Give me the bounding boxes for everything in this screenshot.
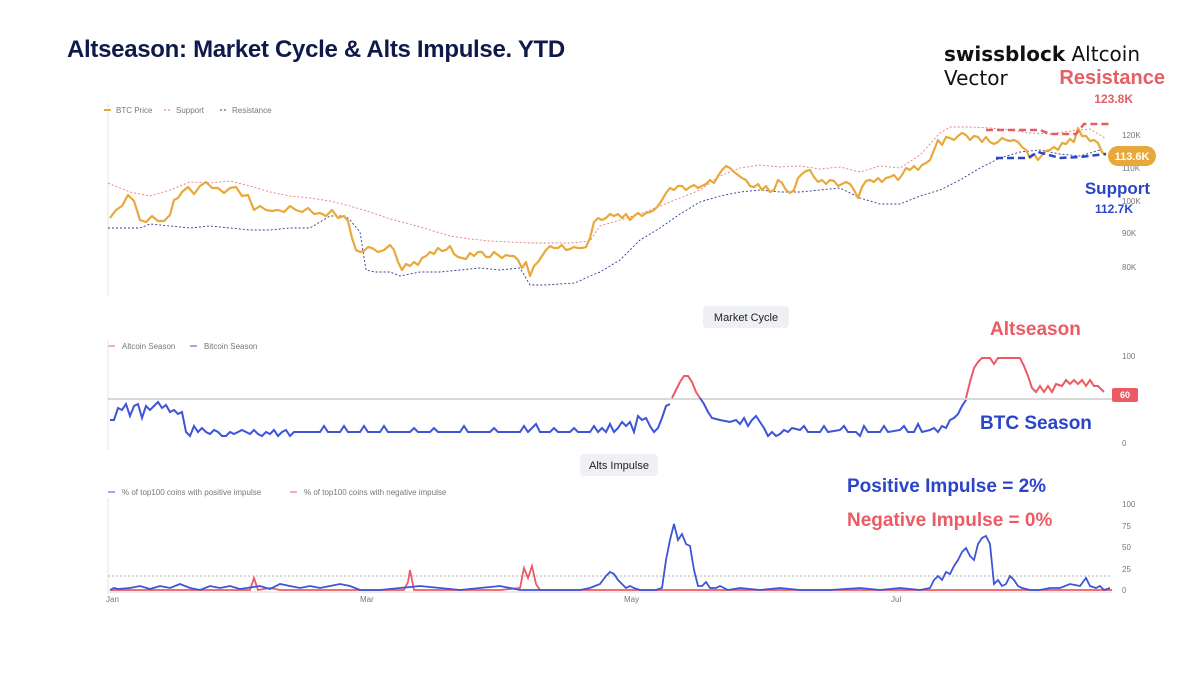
tick-0: 0	[1122, 439, 1127, 448]
tick-120k: 120K	[1122, 131, 1141, 140]
impulse-y-ticks: 100 75 50 25 0	[1122, 500, 1136, 595]
resistance-annotation: Resistance	[1059, 67, 1165, 89]
tick-100k: 100K	[1122, 197, 1141, 206]
bitcoin-season-line-2	[699, 397, 967, 438]
impulse-legend: % of top100 coins with positive impulse …	[108, 488, 447, 497]
legend-resistance: Resistance	[232, 106, 272, 115]
tick-80k: 80K	[1122, 263, 1137, 272]
cycle-current-value: 60	[1120, 390, 1130, 400]
tick-jan: Jan	[106, 595, 119, 604]
tick-may: May	[624, 595, 639, 604]
tick-90k: 90K	[1122, 229, 1137, 238]
tick-0-impulse: 0	[1122, 586, 1127, 595]
support-marker-line	[996, 150, 1107, 160]
cycle-legend: Altcoin Season Bitcoin Season	[108, 342, 257, 351]
altcoin-season-line-1	[671, 375, 701, 399]
resistance-marker-line	[986, 122, 1112, 136]
btc-price-line	[109, 126, 1107, 278]
altseason-annotation: Altseason	[990, 319, 1081, 340]
altcoin-season-line-2	[965, 357, 1105, 399]
price-legend: BTC Price Support Resistance	[104, 106, 272, 115]
brand-name: swissblock	[944, 42, 1066, 66]
legend-negative-impulse: % of top100 coins with negative impulse	[304, 488, 447, 497]
cycle-current-badge	[1112, 388, 1138, 402]
negative-impulse-annotation: Negative Impulse = 0%	[847, 510, 1052, 531]
btc-season-annotation: BTC Season	[980, 413, 1092, 434]
market-cycle-chip	[703, 306, 789, 328]
market-cycle-label: Market Cycle	[714, 312, 778, 324]
legend-btc-price: BTC Price	[116, 106, 153, 115]
support-line	[108, 149, 1101, 286]
positive-impulse-line	[109, 523, 1111, 592]
support-annotation: Support	[1085, 179, 1150, 198]
page-title: Altseason: Market Cycle & Alts Impulse. …	[67, 36, 565, 63]
alts-impulse-panel: Alts Impulse % of top100 coins with posi…	[106, 454, 1136, 604]
legend-positive-impulse: % of top100 coins with positive impulse	[122, 488, 262, 497]
price-badge-value: 113.6K	[1115, 151, 1150, 163]
price-panel: BTC Price Support Resistance 120K 110K 1…	[104, 67, 1165, 295]
alts-impulse-label: Alts Impulse	[589, 460, 649, 472]
brand-logo: swissblock Altcoin Vector	[944, 42, 1200, 90]
resistance-line	[107, 126, 1106, 244]
legend-support: Support	[176, 106, 205, 115]
price-y-ticks: 120K 110K 100K 90K 80K	[1122, 131, 1141, 272]
tick-110k: 110K	[1122, 164, 1141, 173]
brand-product: Altcoin Vector	[944, 42, 1141, 90]
tick-50-impulse: 50	[1122, 543, 1131, 552]
bitcoin-season-line	[110, 400, 671, 438]
resistance-value: 123.8K	[1094, 92, 1133, 106]
tick-75: 75	[1122, 522, 1131, 531]
support-value: 112.7K	[1095, 202, 1133, 216]
positive-impulse-annotation: Positive Impulse = 2%	[847, 476, 1046, 497]
price-badge: 113.6K	[1108, 146, 1156, 166]
tick-mar: Mar	[360, 595, 374, 604]
legend-bitcoin-season: Bitcoin Season	[204, 342, 257, 351]
tick-100: 100	[1122, 352, 1136, 361]
alts-impulse-chip	[580, 454, 658, 476]
legend-altcoin-season: Altcoin Season	[122, 342, 175, 351]
market-cycle-panel: Market Cycle Altcoin Season Bitcoin Seas…	[107, 306, 1138, 450]
price-badge-bg	[1108, 146, 1156, 166]
tick-jul: Jul	[891, 595, 901, 604]
x-axis-ticks: Jan Mar May Jul	[106, 595, 901, 604]
tick-25: 25	[1122, 565, 1131, 574]
tick-100-impulse: 100	[1122, 500, 1136, 509]
